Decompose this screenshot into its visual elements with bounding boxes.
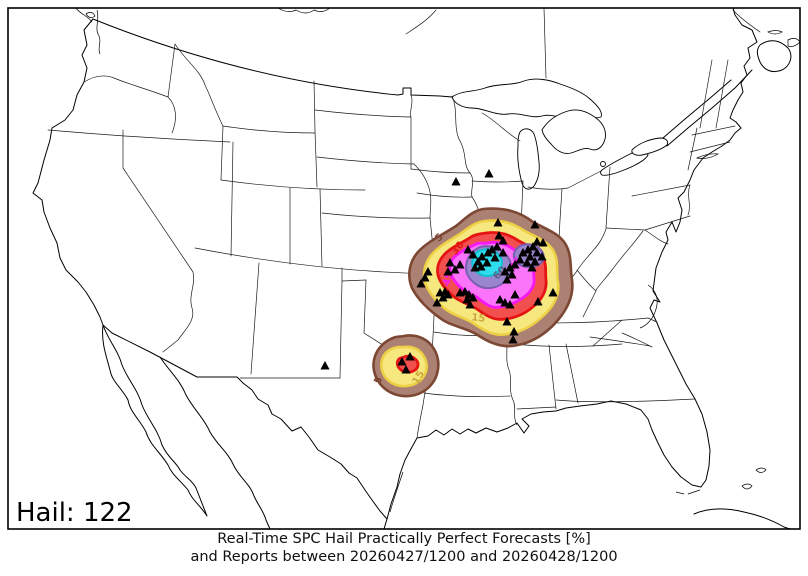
hail-report-marker <box>416 278 426 288</box>
hail-report-marker <box>527 262 537 272</box>
hail-report-marker <box>548 287 558 297</box>
hail-report-marker <box>423 266 433 276</box>
hail-report-marker <box>473 256 483 266</box>
hail-report-marker <box>525 251 535 261</box>
contour-label-5-south: 5 <box>372 375 385 387</box>
hail-report-marker <box>420 272 430 282</box>
hail-report-marker <box>432 297 442 307</box>
hail-report-marker <box>470 262 480 272</box>
hail-report-marker <box>465 299 475 309</box>
hail-report-marker <box>522 257 532 267</box>
hail-report-marker <box>468 292 478 302</box>
hail-report-marker <box>460 286 470 296</box>
hail-report-marker <box>502 316 512 326</box>
hail-report-marker <box>455 259 465 269</box>
hail-report-marker <box>500 297 510 307</box>
hail-report-marker <box>438 292 448 302</box>
hail-report-marker <box>462 294 472 304</box>
hail-report-marker <box>451 176 461 186</box>
hail-report-marker <box>530 219 540 229</box>
hail-report-marker <box>490 252 500 262</box>
hail-report-marker <box>515 254 525 264</box>
hail-report-marker <box>450 264 460 274</box>
hail-report-marker <box>508 334 518 344</box>
hail-report-marker <box>445 257 455 267</box>
hail-report-marker <box>532 236 542 246</box>
hail-report-marker <box>401 364 411 374</box>
hail-report-marker <box>502 274 512 284</box>
hail-report-marker <box>498 235 508 245</box>
hail-report-marker <box>494 230 504 240</box>
hail-report-marker <box>443 289 453 299</box>
hail-report-markers <box>320 168 558 374</box>
forecast-contours <box>372 207 574 398</box>
contour-label-15: 15 <box>471 312 486 324</box>
hail-report-marker <box>463 244 473 254</box>
hail-report-marker <box>443 266 453 276</box>
hail-report-marker <box>487 244 497 254</box>
hail-report-marker <box>538 237 548 247</box>
map-frame <box>7 7 801 530</box>
hail-report-marker <box>397 356 407 366</box>
hail-report-marker <box>532 247 542 257</box>
hail-report-marker <box>500 266 510 276</box>
hail-count-label: Hail: 122 <box>16 498 133 528</box>
hail-report-marker <box>510 289 520 299</box>
caption-subtitle: and Reports between 20260427/1200 and 20… <box>190 549 617 565</box>
hail-report-marker <box>528 241 538 251</box>
hail-report-marker <box>482 257 492 267</box>
hail-report-marker <box>495 294 505 304</box>
hail-report-marker <box>518 247 528 257</box>
hail-report-marker <box>476 261 486 271</box>
hail-report-marker <box>530 256 540 266</box>
hail-report-marker <box>507 269 517 279</box>
hail-report-marker <box>493 217 503 227</box>
hail-report-marker <box>468 249 478 259</box>
hail-report-marker <box>320 360 330 370</box>
hail-report-marker <box>509 326 519 336</box>
hail-report-marker <box>505 262 515 272</box>
caption-title: Real-Time SPC Hail Practically Perfect F… <box>217 531 591 547</box>
hail-report-marker <box>537 251 547 261</box>
hail-report-marker <box>533 296 543 306</box>
hail-report-marker <box>405 351 415 361</box>
hail-report-marker <box>498 247 508 257</box>
hail-report-marker <box>510 259 520 269</box>
hail-report-marker <box>505 299 515 309</box>
hail-report-marker <box>484 168 494 178</box>
hail-report-marker <box>492 241 502 251</box>
hail-report-marker <box>523 244 533 254</box>
